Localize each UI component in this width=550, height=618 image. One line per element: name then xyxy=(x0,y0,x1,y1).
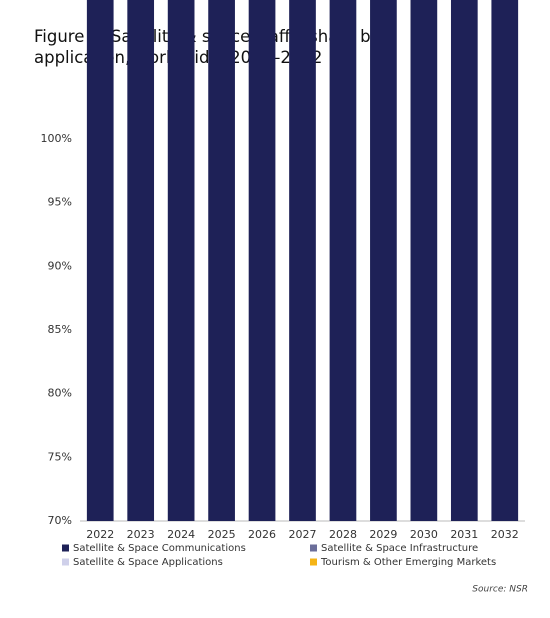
y-tick-label: 70% xyxy=(48,514,72,527)
y-tick-label: 80% xyxy=(48,387,72,400)
bar-segment xyxy=(248,0,276,521)
y-tick-label: 90% xyxy=(48,259,72,272)
x-tick-label: 2025 xyxy=(208,528,236,541)
x-tick-label: 2028 xyxy=(329,528,357,541)
bar-segment xyxy=(410,0,438,521)
legend-swatch xyxy=(310,544,317,552)
y-tick-label: 100% xyxy=(41,132,72,145)
x-tick-label: 2024 xyxy=(167,528,195,541)
legend-swatch xyxy=(62,558,69,566)
bar-segment xyxy=(289,0,316,521)
bar-segment xyxy=(167,0,195,522)
x-tick-label: 2027 xyxy=(289,528,317,541)
bar-segment xyxy=(450,0,478,522)
x-tick-label: 2032 xyxy=(491,528,519,541)
y-tick-label: 95% xyxy=(48,196,72,209)
x-tick-label: 2026 xyxy=(248,528,276,541)
x-tick-label: 2023 xyxy=(127,528,155,541)
bar-segment xyxy=(329,0,357,522)
y-tick-label: 85% xyxy=(48,323,72,336)
legend-label: Satellite & Space Infrastructure xyxy=(321,543,478,554)
bar-segment xyxy=(208,0,235,521)
x-tick-label: 2029 xyxy=(369,528,397,541)
legend-swatch xyxy=(62,544,69,552)
legend-label: Satellite & Space Communications xyxy=(73,543,246,554)
source: Source: NSR xyxy=(472,585,528,595)
x-tick-label: 2022 xyxy=(86,528,114,541)
legend-swatch xyxy=(310,558,317,566)
bar-segment xyxy=(86,0,114,522)
legend-label: Satellite & Space Applications xyxy=(73,557,223,568)
legend-label: Tourism & Other Emerging Markets xyxy=(320,557,496,568)
x-tick-label: 2030 xyxy=(410,528,438,541)
bar-segment xyxy=(370,0,397,521)
bar-segment xyxy=(491,0,519,522)
x-tick-label: 2031 xyxy=(450,528,478,541)
y-tick-label: 75% xyxy=(48,450,72,463)
bar-segment xyxy=(127,0,155,522)
